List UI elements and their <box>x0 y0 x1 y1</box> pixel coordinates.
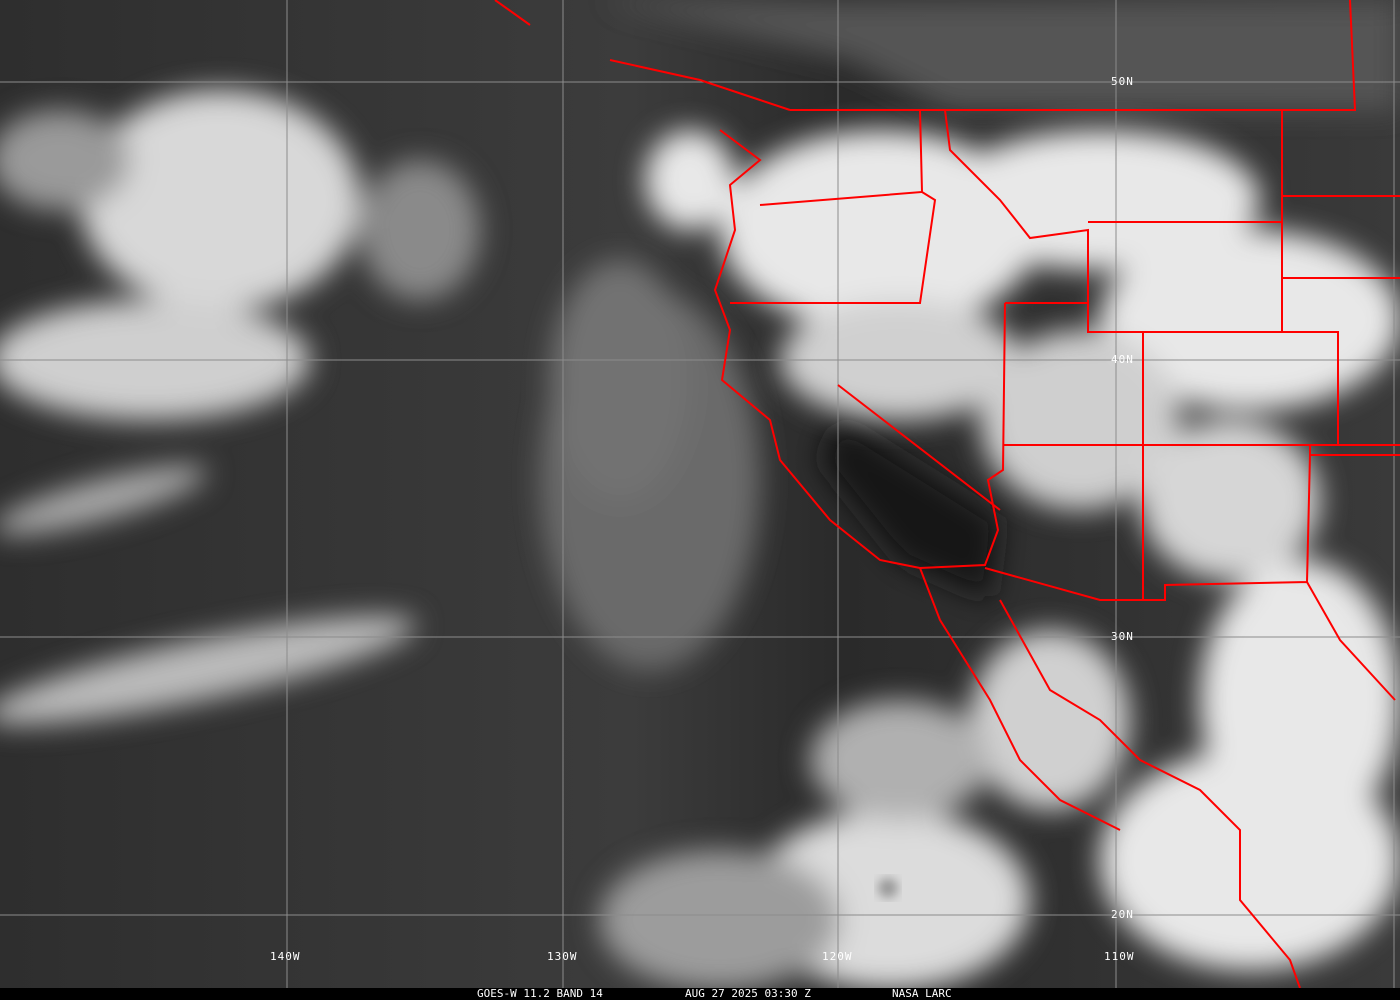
lat-label-30n: 30N <box>1111 630 1134 643</box>
lat-label-40n: 40N <box>1111 353 1134 366</box>
caption-bar: GOES-W 11.2 BAND 14 AUG 27 2025 03:30 Z … <box>0 988 1400 1000</box>
political-borders <box>494 0 1400 989</box>
clouds <box>0 90 1400 990</box>
lon-label-110w: 110W <box>1104 950 1135 963</box>
lat-label-50n: 50N <box>1111 75 1134 88</box>
hurricane-eye <box>878 878 898 898</box>
lon-label-130w: 130W <box>547 950 578 963</box>
lon-label-140w: 140W <box>270 950 301 963</box>
lat-label-20n: 20N <box>1111 908 1134 921</box>
image-datetime: AUG 27 2025 03:30 Z <box>685 987 811 1000</box>
satellite-band: GOES-W 11.2 BAND 14 <box>477 987 603 1000</box>
lon-label-120w: 120W <box>822 950 853 963</box>
image-source: NASA LARC <box>892 987 952 1000</box>
